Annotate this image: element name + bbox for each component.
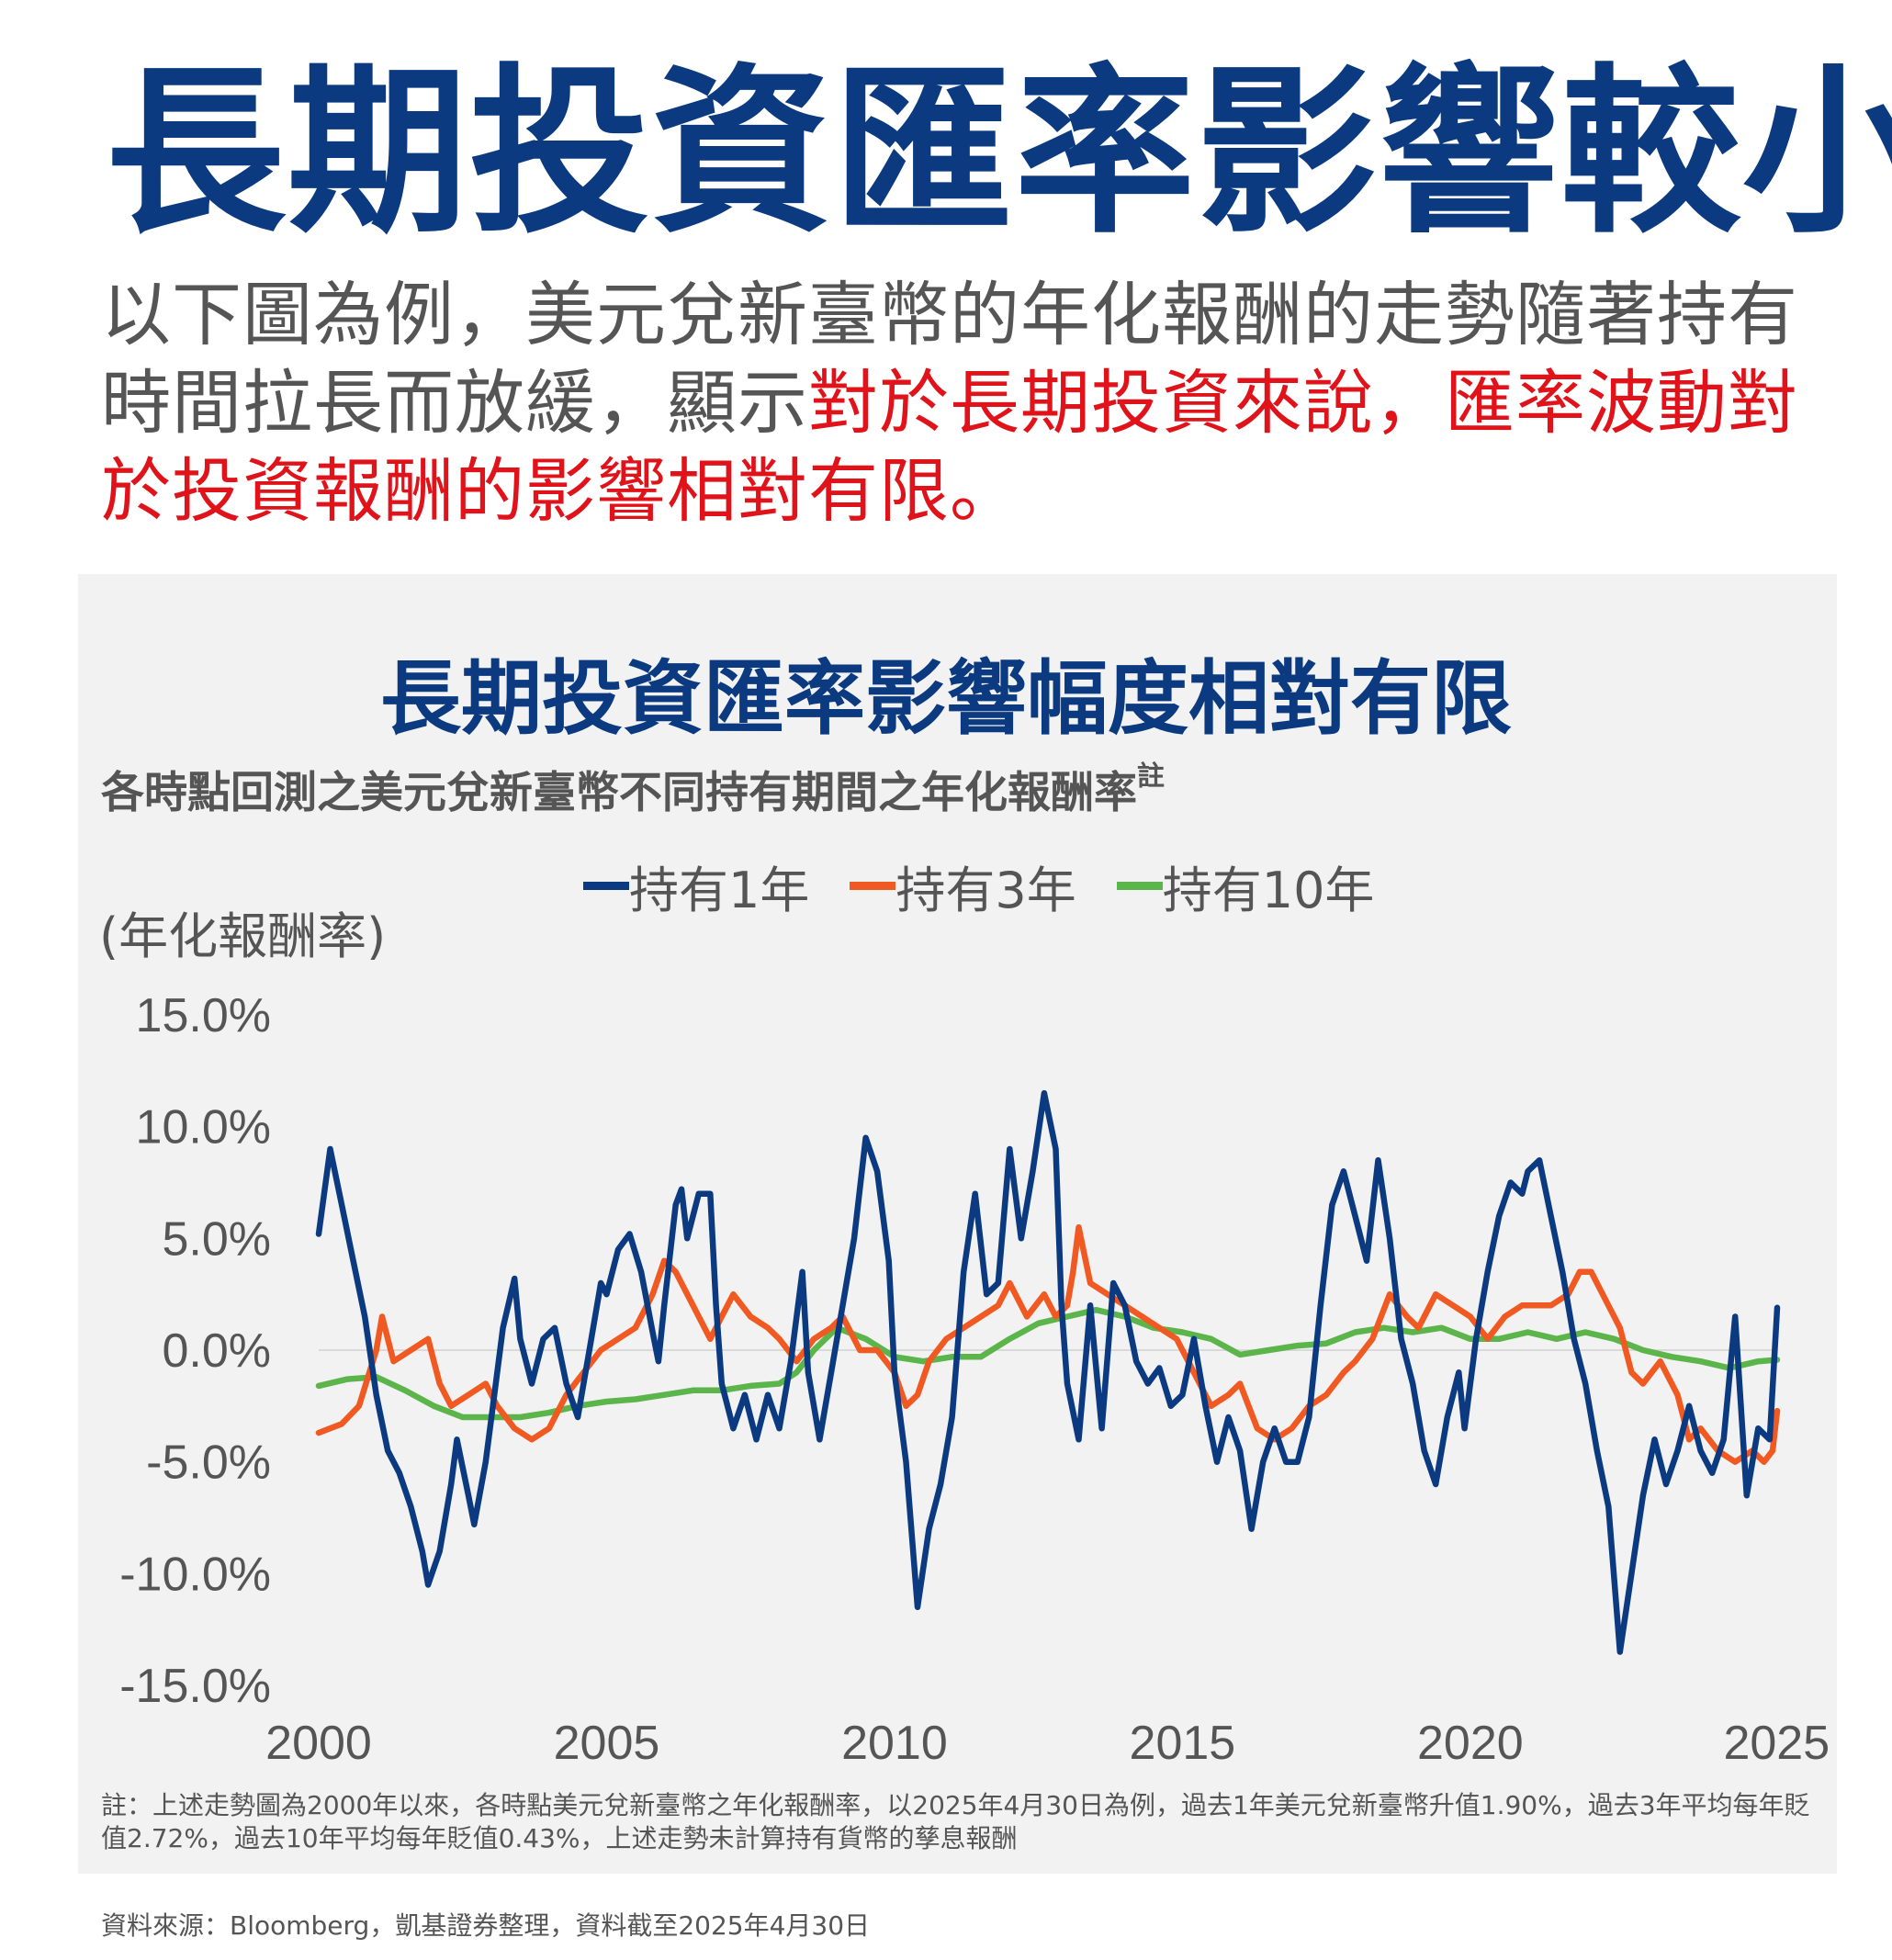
legend-item-1y: 持有1年 [583, 850, 809, 922]
x-tick-label: 2025 [1723, 1717, 1830, 1770]
chart-subtitle-note: 註 [1137, 760, 1165, 793]
legend-item-3y: 持有3年 [850, 850, 1076, 922]
y-tick-label: -10.0% [119, 1548, 271, 1601]
chart-subtitle: 各時點回測之美元兌新臺幣不同持有期間之年化報酬率註 [101, 753, 1165, 820]
y-axis-label: (年化報酬率) [99, 907, 387, 965]
legend-label-1y: 持有1年 [629, 862, 810, 919]
chart-panel [78, 574, 1837, 1874]
legend-label-3y: 持有3年 [895, 862, 1076, 919]
chart-legend: 持有1年 持有3年 持有10年 [583, 850, 1374, 922]
line-chart: 15.0% 10.0% 5.0% 0.0% -5.0% -10.0% -15.0%2000 2… [119, 989, 1830, 1770]
x-tick-label: 2000 [265, 1717, 372, 1770]
x-tick-label: 2010 [841, 1717, 948, 1770]
series-line-1y [315, 1089, 1781, 1655]
y-tick-label: -5.0% [146, 1436, 271, 1490]
series-line-10y [315, 1306, 1781, 1421]
intro-paragraph: 以下圖為例，美元兌新臺幣的年化報酬的走勢隨著持有時間拉長而放緩，顯示對於長期投資… [101, 271, 1846, 535]
x-tick-label: 2005 [554, 1717, 660, 1770]
x-tick-label: 2015 [1130, 1717, 1236, 1770]
legend-swatch-10y [1116, 882, 1163, 890]
chart-title: 長期投資匯率影響幅度相對有限 [379, 651, 1512, 746]
x-tick-label: 2020 [1417, 1717, 1524, 1770]
y-tick-label: 0.0% [162, 1324, 271, 1378]
legend-swatch-3y [850, 882, 896, 890]
footnote: 註：上述走勢圖為2000年以來，各時點美元兌新臺幣之年化報酬率，以2025年4月… [101, 1790, 1810, 1853]
intro-text: 以下圖為例，美元兌新臺幣的年化報酬的走勢隨著持有時間拉長而放緩，顯示 [101, 274, 1798, 444]
legend-label-10y: 持有10年 [1162, 862, 1375, 919]
legend-swatch-1y [583, 882, 629, 890]
intro-highlight: 對於長期投資來說，匯率波動對於投資報酬的影響相對有限。 [101, 362, 1798, 532]
headline: 長期投資匯率影響較小 [106, 49, 1892, 258]
y-tick-label: -15.0% [119, 1660, 271, 1713]
y-tick-label: 10.0% [136, 1101, 271, 1155]
chart-subtitle-text: 各時點回測之美元兌新臺幣不同持有期間之年化報酬率 [101, 768, 1137, 818]
source-note: 資料來源：Bloomberg，凱基證券整理，資料截至2025年4月30日 [101, 1910, 871, 1941]
y-tick-label: 15.0% [136, 989, 271, 1042]
y-tick-label: 5.0% [162, 1212, 271, 1266]
legend-item-10y: 持有10年 [1116, 850, 1375, 922]
